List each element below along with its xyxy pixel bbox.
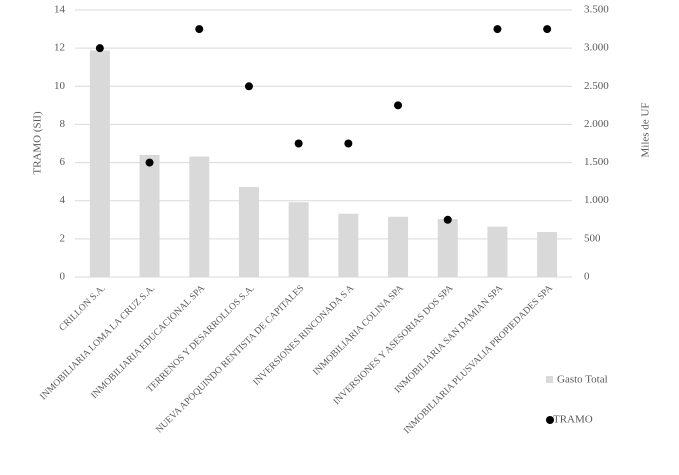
point	[145, 158, 154, 167]
y2-axis-title: Miles de UF	[640, 103, 652, 158]
y2-tick-label: 0	[584, 271, 590, 283]
point	[294, 139, 303, 148]
bar	[89, 50, 110, 277]
y2-tick-label: 1.500	[584, 156, 609, 168]
legend-label: Gasto Total	[557, 374, 608, 386]
y2-tick-label: 1.000	[584, 194, 609, 206]
legend-swatch	[546, 416, 554, 424]
y-tick-label: 0	[60, 271, 66, 283]
point	[543, 25, 552, 34]
bar	[388, 216, 409, 277]
point	[394, 101, 403, 110]
bar	[189, 156, 210, 277]
bar	[238, 186, 259, 277]
bar	[537, 231, 558, 277]
bar	[288, 202, 309, 277]
x-tick-label: CRILLON S.A.	[58, 284, 108, 334]
y2-tick-label: 2.500	[584, 80, 609, 92]
x-tick-label: INMOBILIARIA COLINA SPA	[312, 284, 406, 378]
y2-tick-label: 3.500	[584, 4, 609, 16]
x-tick-label: INVERSIONES RINCONADA S A	[252, 283, 356, 387]
y-tick-label: 6	[60, 156, 66, 168]
bar	[338, 213, 359, 277]
point	[244, 82, 253, 91]
point	[95, 44, 104, 53]
bar	[487, 226, 508, 277]
point	[493, 25, 502, 34]
y-tick-label: 2	[60, 232, 66, 244]
point	[443, 215, 452, 224]
bar	[437, 219, 458, 277]
legend-label: TRAMO	[553, 414, 593, 426]
point	[344, 139, 353, 148]
legend-swatch	[546, 376, 553, 383]
y-axis-title: TRAMO (SII)	[32, 111, 44, 175]
y-tick-label: 14	[54, 4, 66, 16]
x-tick-label: TERRENOS Y DESARROLLOS S.A.	[145, 284, 256, 395]
y2-tick-label: 2.000	[584, 118, 609, 130]
x-tick-label: INMOBILIARIA EDUCACIONAL SPA	[89, 284, 207, 402]
point	[195, 25, 204, 34]
bar	[139, 154, 160, 277]
y2-tick-label: 3.000	[584, 42, 609, 54]
y2-tick-label: 500	[584, 232, 601, 244]
y-tick-label: 4	[60, 194, 66, 206]
y-tick-label: 8	[60, 118, 66, 130]
y-tick-label: 12	[54, 42, 65, 54]
x-tick-label: INMOBILIARIA SAN DAMIAN SPA	[393, 283, 505, 395]
y-tick-label: 10	[54, 80, 66, 92]
